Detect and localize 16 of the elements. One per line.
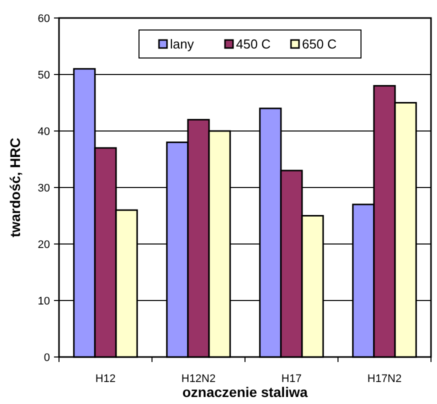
legend-label: 650 C xyxy=(302,36,337,52)
x-tick-label: H12 xyxy=(95,373,116,385)
y-tick-label: 20 xyxy=(38,238,50,251)
y-tick-label: 10 xyxy=(38,295,50,308)
x-axis-title: oznaczenie staliwa xyxy=(182,384,308,400)
y-tick-label: 0 xyxy=(44,352,50,364)
x-tick-label: H17N2 xyxy=(367,373,402,385)
x-tick-label: H17 xyxy=(281,373,302,385)
y-axis-title: twardość, HRC xyxy=(7,138,23,238)
y-tick-label: 30 xyxy=(38,182,50,194)
y-tick-label: 50 xyxy=(38,69,50,82)
legend-label: lany xyxy=(170,36,194,52)
x-tick-label: H12N2 xyxy=(181,373,216,385)
legend-label: 450 C xyxy=(236,36,271,52)
y-tick-label: 60 xyxy=(38,12,50,25)
y-tick-label: 40 xyxy=(38,126,50,138)
